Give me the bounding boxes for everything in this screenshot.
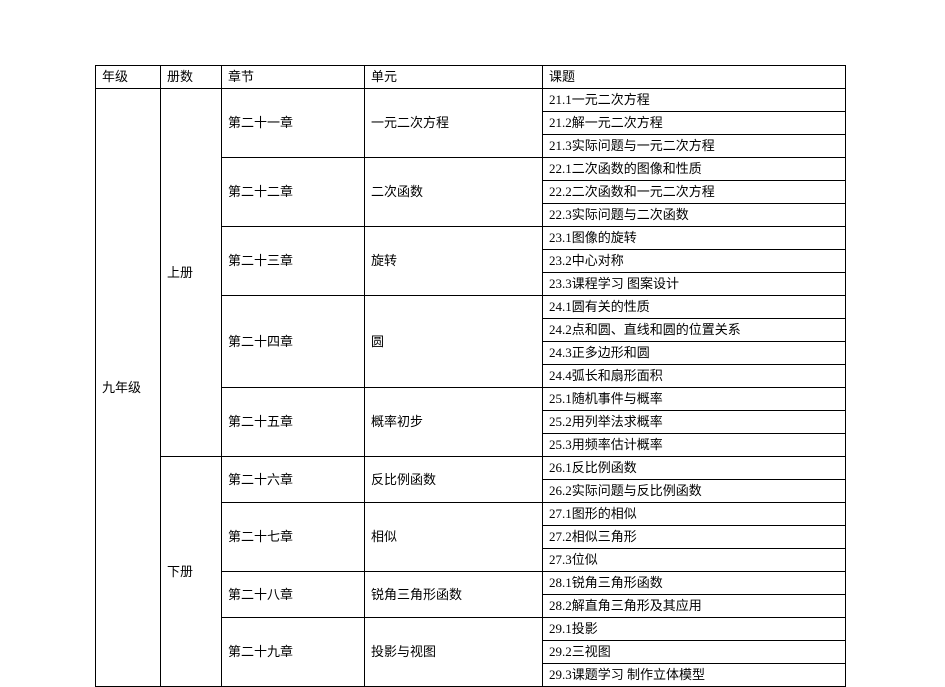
chapter-29: 第二十九章 xyxy=(222,618,365,687)
header-book: 册数 xyxy=(161,66,222,89)
chapter-23: 第二十三章 xyxy=(222,227,365,296)
topic-cell: 24.2点和圆、直线和圆的位置关系 xyxy=(543,319,846,342)
header-row: 年级 册数 章节 单元 课题 xyxy=(96,66,846,89)
topic-cell: 21.2解一元二次方程 xyxy=(543,112,846,135)
header-unit: 单元 xyxy=(365,66,543,89)
unit-29: 投影与视图 xyxy=(365,618,543,687)
unit-23: 旋转 xyxy=(365,227,543,296)
chapter-27: 第二十七章 xyxy=(222,503,365,572)
table-row: 下册 第二十六章 反比例函数 26.1反比例函数 xyxy=(96,457,846,480)
topic-cell: 26.2实际问题与反比例函数 xyxy=(543,480,846,503)
table-row: 九年级 上册 第二十一章 一元二次方程 21.1一元二次方程 xyxy=(96,89,846,112)
curriculum-table: 年级 册数 章节 单元 课题 九年级 上册 第二十一章 一元二次方程 21.1一… xyxy=(95,65,846,687)
unit-28: 锐角三角形函数 xyxy=(365,572,543,618)
topic-cell: 22.1二次函数的图像和性质 xyxy=(543,158,846,181)
unit-25: 概率初步 xyxy=(365,388,543,457)
chapter-21: 第二十一章 xyxy=(222,89,365,158)
topic-cell: 29.2三视图 xyxy=(543,641,846,664)
book-lower-cell: 下册 xyxy=(161,457,222,687)
chapter-25: 第二十五章 xyxy=(222,388,365,457)
chapter-26: 第二十六章 xyxy=(222,457,365,503)
topic-cell: 28.2解直角三角形及其应用 xyxy=(543,595,846,618)
unit-21: 一元二次方程 xyxy=(365,89,543,158)
topic-cell: 24.3正多边形和圆 xyxy=(543,342,846,365)
topic-cell: 25.3用频率估计概率 xyxy=(543,434,846,457)
chapter-24: 第二十四章 xyxy=(222,296,365,388)
topic-cell: 25.1随机事件与概率 xyxy=(543,388,846,411)
header-topic: 课题 xyxy=(543,66,846,89)
topic-cell: 21.3实际问题与一元二次方程 xyxy=(543,135,846,158)
topic-cell: 22.3实际问题与二次函数 xyxy=(543,204,846,227)
topic-cell: 21.1一元二次方程 xyxy=(543,89,846,112)
topic-cell: 29.3课题学习 制作立体模型 xyxy=(543,664,846,687)
topic-cell: 23.2中心对称 xyxy=(543,250,846,273)
topic-cell: 23.1图像的旋转 xyxy=(543,227,846,250)
topic-cell: 28.1锐角三角形函数 xyxy=(543,572,846,595)
topic-cell: 27.3位似 xyxy=(543,549,846,572)
chapter-28: 第二十八章 xyxy=(222,572,365,618)
book-upper-cell: 上册 xyxy=(161,89,222,457)
topic-cell: 27.2相似三角形 xyxy=(543,526,846,549)
unit-27: 相似 xyxy=(365,503,543,572)
chapter-22: 第二十二章 xyxy=(222,158,365,227)
header-grade: 年级 xyxy=(96,66,161,89)
unit-26: 反比例函数 xyxy=(365,457,543,503)
grade-cell: 九年级 xyxy=(96,89,161,687)
topic-cell: 26.1反比例函数 xyxy=(543,457,846,480)
header-chapter: 章节 xyxy=(222,66,365,89)
unit-24: 圆 xyxy=(365,296,543,388)
topic-cell: 27.1图形的相似 xyxy=(543,503,846,526)
unit-22: 二次函数 xyxy=(365,158,543,227)
topic-cell: 25.2用列举法求概率 xyxy=(543,411,846,434)
topic-cell: 24.1圆有关的性质 xyxy=(543,296,846,319)
topic-cell: 24.4弧长和扇形面积 xyxy=(543,365,846,388)
topic-cell: 29.1投影 xyxy=(543,618,846,641)
topic-cell: 22.2二次函数和一元二次方程 xyxy=(543,181,846,204)
topic-cell: 23.3课程学习 图案设计 xyxy=(543,273,846,296)
